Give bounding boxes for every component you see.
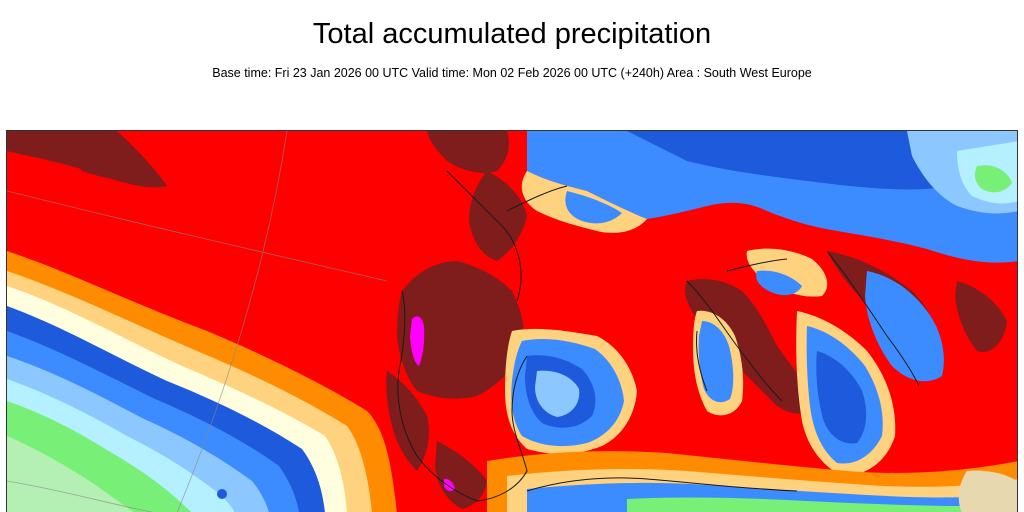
precip-very-heavy-west-iberia [386, 371, 429, 471]
map-title: Total accumulated precipitation [312, 18, 712, 50]
precip-green-ne [974, 165, 1012, 193]
precip-blue-light-medw [535, 370, 580, 417]
graticule [7, 131, 388, 512]
map-subtitle: Base time: Fri 23 Jan 2026 00 UTC Valid … [212, 66, 812, 80]
precip-blue-balkans [865, 271, 944, 382]
precip-extreme-iberia [410, 316, 425, 366]
precip-band-green-light-sw [7, 436, 134, 512]
precip-very-heavy-greece [955, 281, 1007, 352]
precip-very-heavy-top [427, 131, 509, 173]
precip-tan-nafrica [958, 470, 1017, 512]
precip-green-nafrica [627, 497, 967, 512]
precip-very-heavy-italy [684, 279, 817, 414]
coastlines [397, 170, 920, 502]
precip-very-heavy-south-iberia [435, 441, 487, 509]
precip-blue-france-n [565, 191, 622, 224]
precip-blue-dot [217, 489, 227, 499]
precip-yellow-alps [746, 248, 828, 297]
precip-blue-dark-adriatic [816, 351, 867, 444]
precipitation-map [6, 130, 1018, 512]
precip-blue-tyrr [698, 321, 734, 403]
precip-blue-alps [756, 270, 802, 296]
precip-very-heavy-iberia [397, 261, 524, 399]
precip-very-heavy-pyrenees [469, 171, 527, 261]
precip-very-heavy-nw-2 [67, 151, 157, 183]
